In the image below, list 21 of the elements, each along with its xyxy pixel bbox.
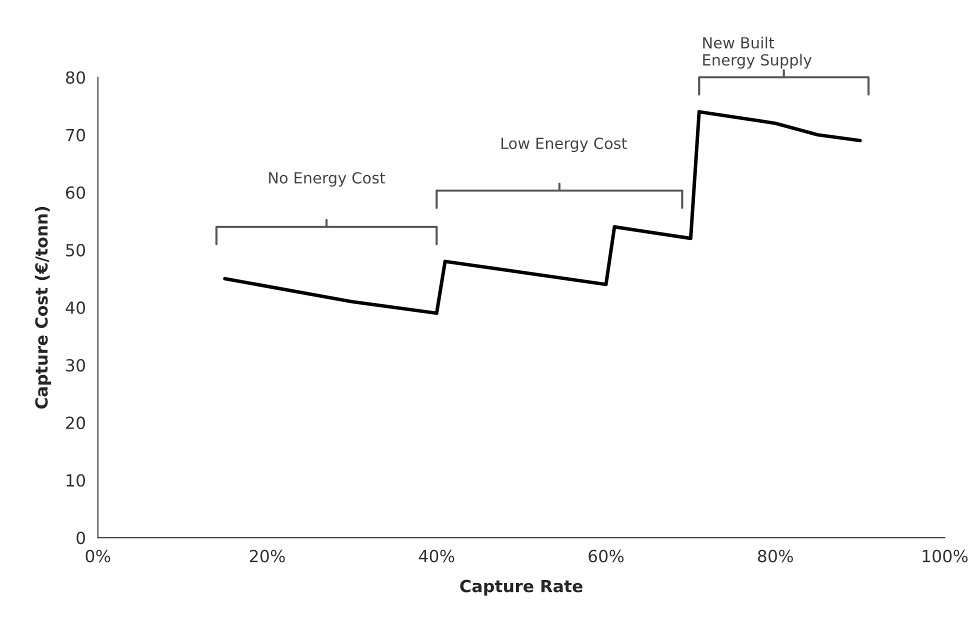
line-series: [223, 110, 862, 315]
text: New Built Energy Supply: [703, 36, 812, 69]
x-tick-label: 60%: [588, 550, 624, 562]
x-tick-label: 80%: [758, 550, 793, 562]
x-axis-title: Capture Rate: [460, 580, 582, 596]
y-axis-title: Capture Cost (€/tonn): [34, 206, 51, 409]
y-tick-label: 50: [66, 244, 85, 256]
annotation: Low Energy Cost: [502, 138, 627, 152]
y-tick-label: 40: [66, 301, 85, 314]
y-tick-label: 60: [66, 186, 85, 199]
y-tick-label: 70: [66, 128, 85, 142]
y-tick-label: 20: [66, 416, 85, 430]
annotation: No Energy Cost: [269, 172, 386, 187]
y-tick-label: 10: [66, 474, 85, 487]
y-tick-label: 0: [76, 532, 85, 544]
x-tick-label: 100%: [922, 550, 968, 562]
x-tick-label: 40%: [418, 550, 454, 562]
y-tick-label: 30: [66, 358, 85, 372]
y-tick-label: 80: [66, 71, 85, 84]
x-tick-label: 0%: [86, 550, 110, 562]
x-tick-label: 20%: [250, 550, 285, 562]
